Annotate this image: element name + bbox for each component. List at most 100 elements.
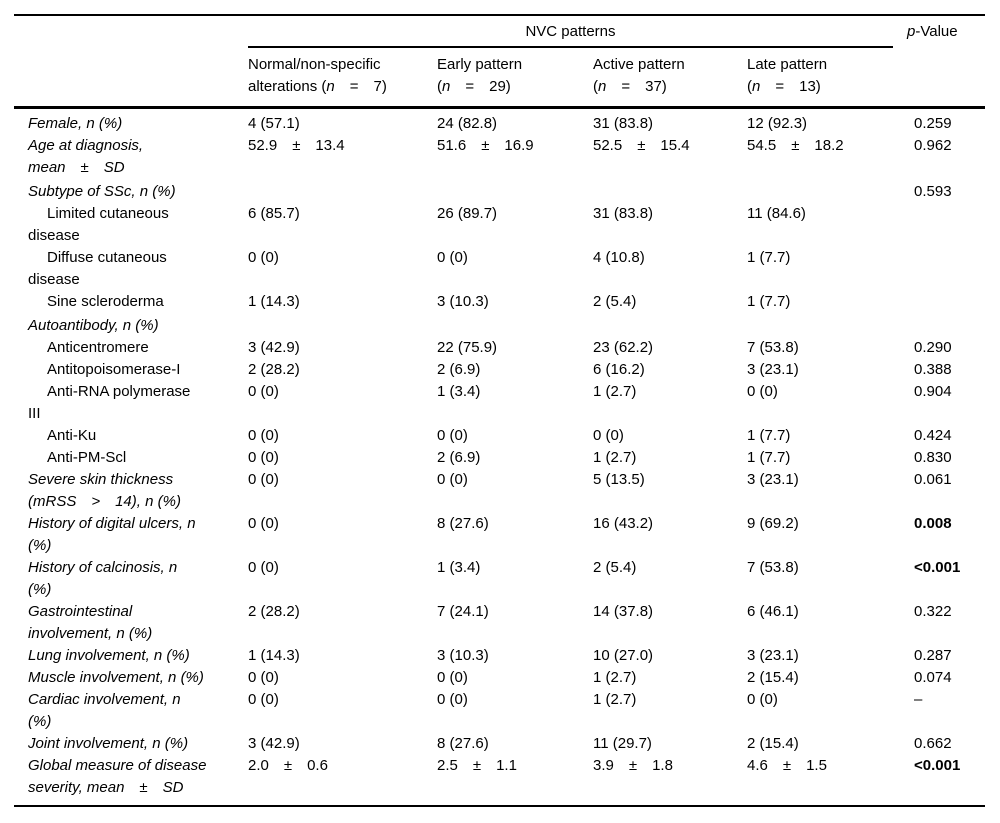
cell-late: 7 (53.8) [747,339,799,356]
table-row: History of digital ulcers, n (%) 0 (0) 8… [14,513,985,557]
column-header-active: Active pattern (n = 37) [593,54,747,98]
cell-early: 22 (75.9) [437,339,498,356]
cell-pvalue: 0.322 [914,603,952,620]
cell-late: 3 (23.1) [747,647,799,664]
cell-normal: 0 (0) [248,669,279,686]
cell-late: 2 (15.4) [747,735,799,752]
cell-normal [248,181,437,203]
pvalue-column-header: p-Value [893,21,985,48]
cell-active: 31 (83.8) [593,115,654,132]
header-pvalue-spacer [900,54,985,98]
cell-late: 6 (46.1) [747,603,799,620]
cell-normal: 0 (0) [248,691,279,708]
cell-active: 4 (10.8) [593,249,645,266]
table-row: Anti-Ku 0 (0) 0 (0) 0 (0) 1 (7.7) 0.424 [14,425,985,447]
cell-normal: 0 (0) [248,249,279,266]
cell-active [593,315,747,337]
table-row: Sine scleroderma 1 (14.3) 3 (10.3) 2 (5.… [14,291,985,313]
cell-late: 3 (23.1) [747,471,799,488]
cell-pvalue: 0.061 [914,471,952,488]
cell-pvalue: 0.388 [914,361,952,378]
n-count: = 37) [606,78,667,95]
cell-late [747,181,900,203]
row-label: Joint involvement, n (%) [28,735,189,752]
cell-active: 31 (83.8) [593,205,654,222]
cell-early: 24 (82.8) [437,115,498,132]
cell-active: 23 (62.2) [593,339,654,356]
cell-early [437,181,593,203]
cell-normal: 0 (0) [248,515,279,532]
cell-active: 2 (5.4) [593,293,637,310]
cell-early: 3 (10.3) [437,293,489,310]
cell-late: 11 (84.6) [747,205,806,222]
column-header-line1: Normal/non-specific [248,56,381,73]
cell-normal: 0 (0) [248,427,279,444]
row-label: Antitopoisomerase-I [47,361,181,378]
cell-early: 2.5 ± 1.1 [437,757,517,774]
cell-late: 4.6 ± 1.5 [747,757,827,774]
cell-early: 0 (0) [437,669,468,686]
table-row: History of calcinosis, n (%) 0 (0) 1 (3.… [14,557,985,601]
pvalue-p: p [907,23,916,40]
row-label: History of calcinosis, n (%) [28,559,178,598]
cell-late: 12 (92.3) [747,115,808,132]
table-header-spanner-row: NVC patterns p-Value [14,14,985,48]
n-symbol: n [326,78,335,95]
pvalue-rest: -Value [915,23,958,40]
table-row: Joint involvement, n (%) 3 (42.9) 8 (27.… [14,733,985,755]
column-header-line1: Early pattern [437,56,523,73]
n-count: = 7) [334,78,387,95]
cell-active: 6 (16.2) [593,361,645,378]
column-header-line1: Active pattern [593,56,685,73]
table-row: Subtype of SSc, n (%) 0.593 [14,181,985,203]
table-row: Female, n (%) 4 (57.1) 24 (82.8) 31 (83.… [14,113,985,135]
cell-pvalue: <0.001 [914,559,961,576]
column-header-line2: (n = 37) [593,76,747,98]
cell-pvalue: – [914,691,923,708]
cell-normal: 2.0 ± 0.6 [248,757,328,774]
row-label: Anti-PM-Scl [47,449,127,466]
row-label: Muscle involvement, n (%) [28,669,204,686]
cell-pvalue [900,291,985,313]
row-label: Gastrointestinal involvement, n (%) [28,603,153,642]
cell-active: 11 (29.7) [593,735,652,752]
cell-early [437,315,593,337]
n-symbol: n [752,78,761,95]
cell-pvalue: 0.593 [914,183,952,200]
cell-active [593,181,747,203]
cell-late: 0 (0) [747,691,778,708]
header-empty-cell [14,54,248,98]
n-prefix: ( [593,78,598,95]
row-label: Age at diagnosis, mean ± SD [28,137,144,176]
cell-active: 52.5 ± 15.4 [593,137,690,154]
cell-late: 3 (23.1) [747,361,799,378]
table-row: Cardiac involvement, n (%) 0 (0) 0 (0) 1… [14,689,985,733]
cell-early: 8 (27.6) [437,735,489,752]
cell-pvalue: 0.074 [914,669,952,686]
cell-active: 1 (2.7) [593,383,637,400]
row-label: Limited cutaneous disease [28,205,169,244]
cell-early: 0 (0) [437,249,468,266]
cell-late [747,315,900,337]
cell-pvalue: 0.904 [914,383,952,400]
row-label: Diffuse cutaneous disease [28,249,167,288]
table-row: Anticentromere 3 (42.9) 22 (75.9) 23 (62… [14,337,985,359]
cell-normal: 4 (57.1) [248,115,300,132]
cell-pvalue [900,247,985,291]
column-header-line1: Late pattern [747,56,828,73]
cell-normal: 2 (28.2) [248,361,300,378]
n-prefix: ( [747,78,752,95]
row-label: Sine scleroderma [47,293,164,310]
column-header-early: Early pattern (n = 29) [437,54,593,98]
cell-pvalue: 0.290 [914,339,952,356]
cell-pvalue: 0.008 [914,515,952,532]
column-header-line2: (n = 29) [437,76,593,98]
cell-active: 16 (43.2) [593,515,654,532]
cell-pvalue [900,203,985,247]
cell-late: 1 (7.7) [747,449,791,466]
cell-early: 2 (6.9) [437,361,481,378]
table-row: Anti-RNA polymerase III 0 (0) 1 (3.4) 1 … [14,381,985,425]
cell-normal: 3 (42.9) [248,735,300,752]
table-row: Gastrointestinal involvement, n (%) 2 (2… [14,601,985,645]
table-row: Limited cutaneous disease 6 (85.7) 26 (8… [14,203,985,247]
